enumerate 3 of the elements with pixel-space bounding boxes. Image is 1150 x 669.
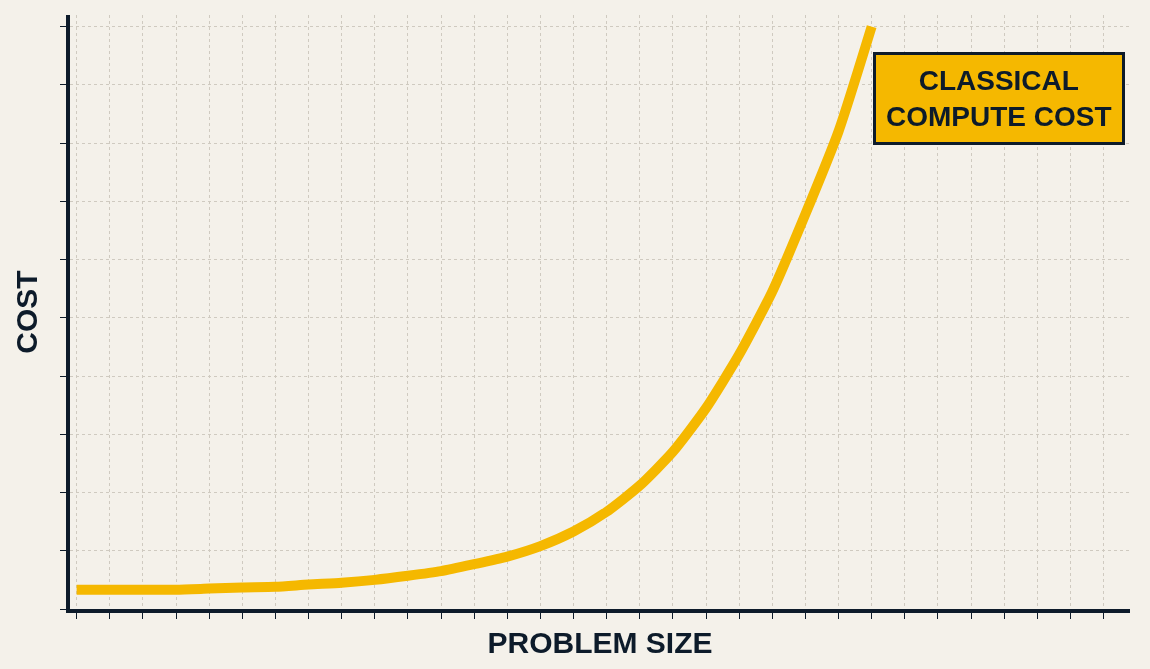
y-axis-title: COST [9,270,43,354]
x-axis-title: PROBLEM SIZE [487,626,713,659]
annotation: CLASSICAL COMPUTE COST [886,65,1112,133]
